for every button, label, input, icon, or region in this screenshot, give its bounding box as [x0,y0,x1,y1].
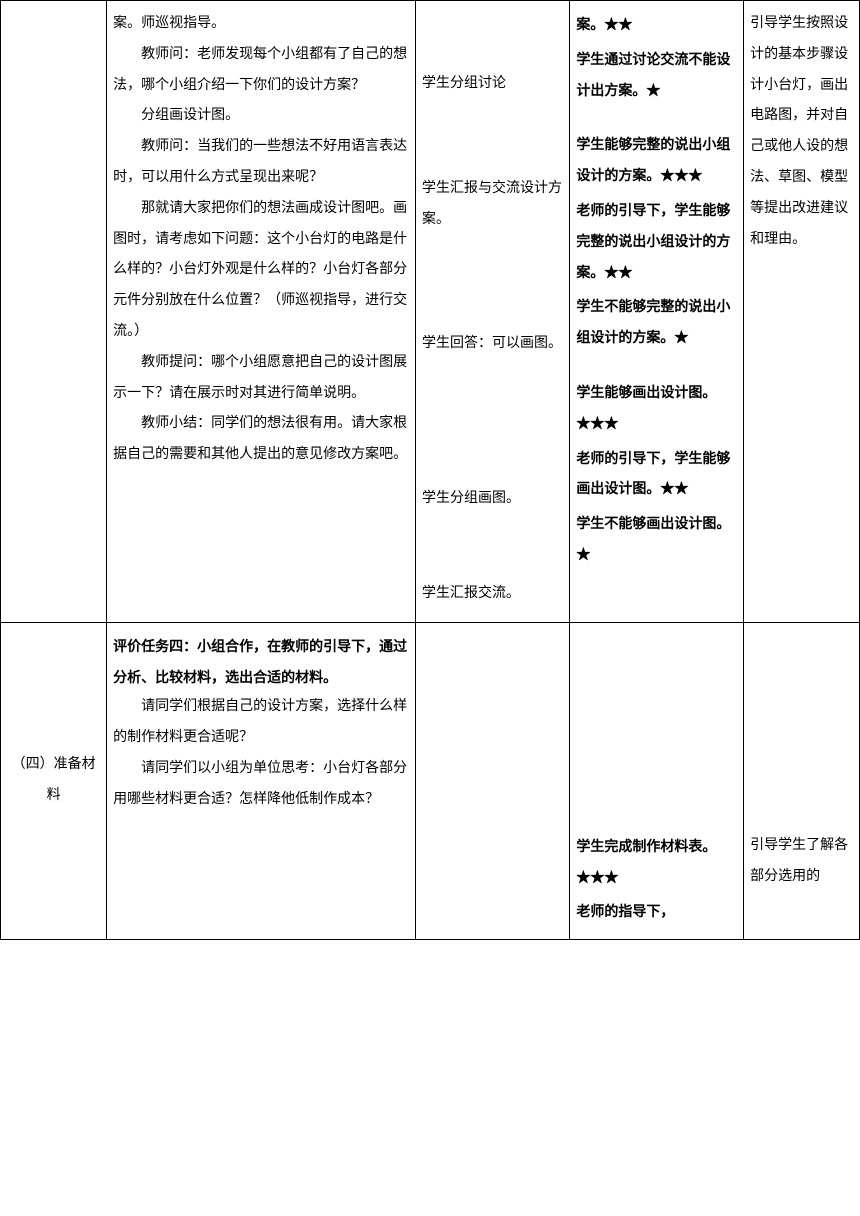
para: 教师问：老师发现每个小组都有了自己的想法，哪个小组介绍一下你们的设计方案？ [113,40,409,102]
student-activity: 学生汇报交流。 [422,579,563,610]
evaluation: 学生不能够画出设计图。★ [576,508,737,570]
evaluation: 学生能够画出设计图。★★★ [576,377,737,439]
student-activity: 学生分组讨论 [422,69,563,100]
para: 教师问：当我们的一些想法不好用语言表达时，可以用什么方式呈现出来呢？ [113,132,409,194]
student-activity: 学生分组画图。 [422,484,563,515]
row1-col1 [1,1,107,623]
evaluation: 学生不能够完整的说出小组设计的方案。★ [576,291,737,353]
lesson-plan-table: 案。师巡视指导。 教师问：老师发现每个小组都有了自己的想法，哪个小组介绍一下你们… [0,0,860,940]
row2-col3 [416,622,570,939]
evaluation: 学生通过讨论交流不能设计出方案。★ [576,44,737,106]
row1-col5: 引导学生按照设计的基本步骤设计小台灯，画出电路图，并对自己或他人设的想法、草图、… [744,1,860,623]
task-title: 评价任务四：小组合作，在教师的引导下，通过分析、比较材料，选出合适的材料。 [113,631,409,693]
para: 教师提问：哪个小组愿意把自己的设计图展示一下？请在展示时对其进行简单说明。 [113,348,409,410]
design-intent: 引导学生了解各部分选用的 [750,838,848,884]
section-title: （四）准备材料 [12,757,96,803]
evaluation: 老师的引导下，学生能够完整的说出小组设计的方案。★★ [576,195,737,287]
row1-col2: 案。师巡视指导。 教师问：老师发现每个小组都有了自己的想法，哪个小组介绍一下你们… [107,1,416,623]
student-activity: 学生回答：可以画图。 [422,329,563,360]
table-row: （四）准备材料 评价任务四：小组合作，在教师的引导下，通过分析、比较材料，选出合… [1,622,860,939]
row2-col2: 评价任务四：小组合作，在教师的引导下，通过分析、比较材料，选出合适的材料。 请同… [107,622,416,939]
row1-col3: 学生分组讨论 学生汇报与交流设计方案。 学生回答：可以画图。 学生分组画图。 学… [416,1,570,623]
evaluation: 案。★★ [576,9,737,40]
para: 请同学们根据自己的设计方案，选择什么样的制作材料更合适呢？ [113,692,409,754]
evaluation: 老师的引导下，学生能够画出设计图。★★ [576,443,737,505]
student-activity: 学生汇报与交流设计方案。 [422,174,563,236]
row1-col4: 案。★★ 学生通过讨论交流不能设计出方案。★ 学生能够完整的说出小组设计的方案。… [570,1,744,623]
row2-col5: 引导学生了解各部分选用的 [744,622,860,939]
para: 教师小结：同学们的想法很有用。请大家根据自己的需要和其他人提出的意见修改方案吧。 [113,409,409,471]
row2-col1: （四）准备材料 [1,622,107,939]
para: 案。师巡视指导。 [113,9,409,40]
para: 请同学们以小组为单位思考：小台灯各部分用哪些材料更合适？怎样降他低制作成本？ [113,754,409,816]
evaluation: 学生能够完整的说出小组设计的方案。★★★ [576,129,737,191]
para: 那就请大家把你们的想法画成设计图吧。画图时，请考虑如下问题：这个小台灯的电路是什… [113,194,409,348]
para: 分组画设计图。 [113,101,409,132]
table-row: 案。师巡视指导。 教师问：老师发现每个小组都有了自己的想法，哪个小组介绍一下你们… [1,1,860,623]
row2-col4: 学生完成制作材料表。★★★ 老师的指导下， [570,622,744,939]
evaluation: 学生完成制作材料表。★★★ [576,831,737,893]
design-intent: 引导学生按照设计的基本步骤设计小台灯，画出电路图，并对自己或他人设的想法、草图、… [750,16,848,247]
evaluation: 老师的指导下， [576,896,737,927]
